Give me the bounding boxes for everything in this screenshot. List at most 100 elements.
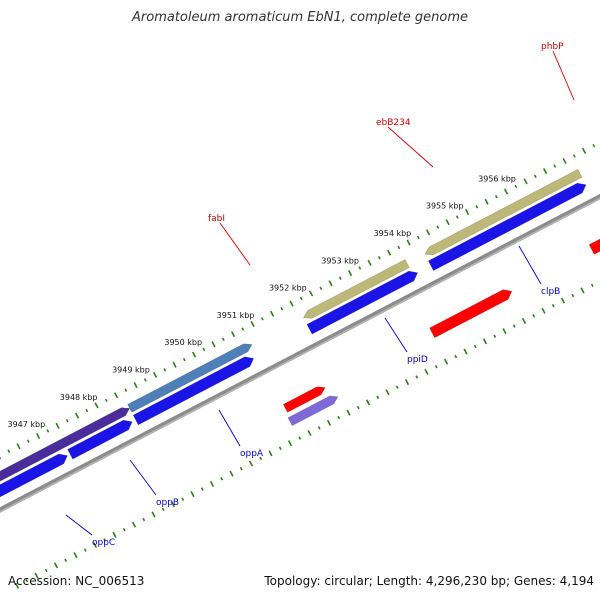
outer-tick-mark <box>181 497 185 501</box>
outer-tick-mark <box>454 354 458 359</box>
inner-tick-mark <box>182 357 186 362</box>
outer-tick-mark <box>424 368 429 375</box>
gene-arrow-lavender[interactable] <box>287 395 339 427</box>
inner-tick-mark <box>328 280 333 287</box>
gene-label-oppC[interactable]: oppC <box>92 538 115 548</box>
gene-arrow-blue[interactable] <box>0 453 68 509</box>
gene-label-ppiD[interactable]: ppiD <box>407 355 428 365</box>
gene-label-phbP[interactable]: phbP <box>541 42 564 52</box>
outer-tick-mark <box>346 409 351 416</box>
inner-tick-mark <box>202 347 206 352</box>
inner-tick-mark <box>553 164 557 168</box>
inner-tick-mark <box>46 429 50 433</box>
inner-tick-mark <box>280 306 284 311</box>
inner-tick-mark <box>241 327 245 331</box>
inner-tick-mark <box>74 412 80 419</box>
gene-leader-line <box>219 222 251 266</box>
outer-tick-mark <box>278 446 282 450</box>
outer-tick-mark <box>502 328 507 335</box>
gene-leader-line <box>518 245 542 285</box>
outer-tick-mark <box>356 405 360 410</box>
inner-tick-mark <box>260 317 264 321</box>
outer-tick-mark <box>53 562 59 569</box>
inner-tick-mark <box>299 296 303 301</box>
outer-tick-mark <box>83 548 87 552</box>
gene-arrow-steel[interactable] <box>127 343 253 413</box>
inner-tick-mark <box>425 229 431 236</box>
outer-tick-mark <box>443 358 449 365</box>
inner-tick-mark <box>308 290 314 297</box>
outer-tick-mark <box>34 572 39 579</box>
gene-arrow-blue[interactable] <box>67 419 133 460</box>
gene-arrow-blue[interactable] <box>427 182 587 272</box>
gene-arrow-olive[interactable] <box>424 168 583 256</box>
gene-leader-line <box>387 126 434 168</box>
position-tick-label: 3953 kbp <box>321 256 359 265</box>
inner-tick-mark <box>484 198 489 205</box>
gene-label-ebB234[interactable]: ebB234 <box>376 118 411 128</box>
gene-leader-line <box>65 514 93 536</box>
gene-arrow-red[interactable] <box>588 222 600 255</box>
inner-tick-mark <box>94 402 99 409</box>
inner-tick-mark <box>211 341 216 348</box>
outer-tick-mark <box>307 429 312 437</box>
gene-label-clpB[interactable]: clpB <box>541 287 560 297</box>
outer-tick-mark <box>268 450 273 457</box>
inner-tick-mark <box>436 225 440 229</box>
inner-tick-mark <box>26 439 30 443</box>
outer-tick-mark <box>170 501 176 508</box>
outer-tick-mark <box>190 491 195 498</box>
gene-arrow-red[interactable] <box>282 386 326 413</box>
outer-tick-mark <box>493 334 497 338</box>
inner-tick-mark <box>445 219 450 226</box>
inner-tick-mark <box>16 443 21 450</box>
inner-tick-mark <box>377 256 381 260</box>
inner-tick-mark <box>347 270 353 277</box>
gene-arrow-blue[interactable] <box>132 356 255 426</box>
inner-tick-mark <box>562 157 567 165</box>
outer-tick-mark <box>220 477 224 481</box>
gene-arrow-olive[interactable] <box>302 259 410 319</box>
gene-arrow-purple[interactable] <box>0 407 131 483</box>
outer-tick-mark <box>14 582 20 589</box>
outer-tick-mark <box>161 507 165 512</box>
outer-tick-mark <box>92 541 98 549</box>
inner-tick-mark <box>367 259 372 266</box>
inner-tick-mark <box>163 368 167 372</box>
position-tick-label: 3954 kbp <box>374 229 412 238</box>
gene-leader-line <box>218 409 241 447</box>
outer-tick-mark <box>73 552 78 559</box>
outer-tick-mark <box>541 307 546 314</box>
outer-tick-mark <box>473 344 477 349</box>
outer-tick-mark <box>131 521 137 528</box>
outer-tick-mark <box>551 303 555 308</box>
inner-tick-mark <box>503 188 509 195</box>
outer-tick-mark <box>229 470 234 477</box>
map-title: Aromatoleum aromaticum EbN1, complete ge… <box>132 10 468 25</box>
gene-arrow-blue[interactable] <box>306 270 419 335</box>
position-tick-label: 3947 kbp <box>7 420 45 429</box>
inner-tick-mark <box>124 388 128 392</box>
inner-tick-mark <box>533 174 537 178</box>
inner-tick-mark <box>65 418 69 423</box>
inner-tick-mark <box>250 320 255 327</box>
inner-tick-mark <box>7 449 11 453</box>
outer-tick-mark <box>482 338 488 345</box>
gene-arrow-red[interactable] <box>429 289 513 339</box>
position-tick-label: 3949 kbp <box>112 365 150 374</box>
outer-tick-mark <box>590 283 594 288</box>
inner-tick-mark <box>35 432 41 440</box>
inner-tick-mark <box>289 300 294 307</box>
outer-tick-mark <box>112 531 117 538</box>
outer-tick-mark <box>239 466 243 471</box>
inner-tick-mark <box>523 178 528 185</box>
gene-label-oppB[interactable]: oppB <box>156 498 179 508</box>
outer-tick-mark <box>248 460 254 467</box>
gene-label-fabI[interactable]: fabI <box>208 214 225 224</box>
outer-tick-mark <box>385 389 390 396</box>
accession-text: Accession: NC_006513 <box>8 574 145 588</box>
inner-tick-mark <box>406 239 411 246</box>
inner-tick-mark <box>172 361 177 368</box>
gene-label-oppA[interactable]: oppA <box>240 449 264 459</box>
